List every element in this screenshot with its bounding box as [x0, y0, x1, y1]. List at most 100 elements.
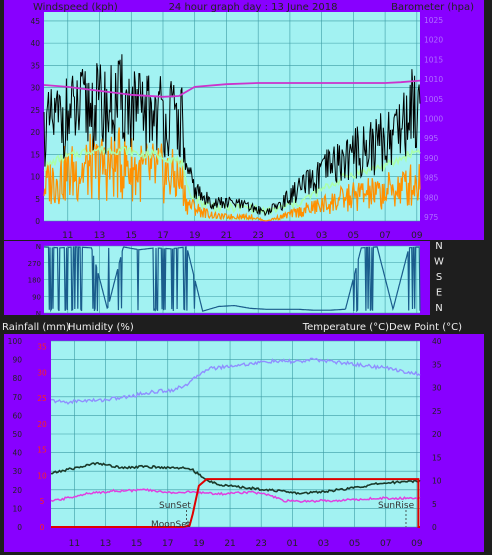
wind-average-series: [43, 127, 421, 222]
temperature-tick-label: 35: [432, 360, 442, 369]
temperature-tick-label: 25: [432, 407, 442, 416]
header-left-label: Windspeed (kph): [33, 2, 118, 13]
temperature-tick-label: 20: [432, 430, 442, 439]
top-right-tick-label: 995: [424, 134, 439, 143]
temperature-series: [51, 461, 421, 495]
barometer-series: [43, 79, 421, 98]
lower-x-tick-label: 11: [69, 539, 80, 549]
top-left-tick-label: 45: [30, 17, 40, 26]
lower-left-label-rainfall: Rainfall (mm): [2, 322, 70, 333]
wind-barometer-chart: 0510152025303540459759809859909951000100…: [4, 0, 484, 241]
wind-smoothed-series: [43, 145, 421, 216]
rainfall-tick-label: 5: [40, 497, 45, 506]
lower-x-tick-label: 19: [193, 539, 205, 549]
top-right-tick-label: 1020: [424, 36, 443, 45]
top-right-tick-label: 1025: [424, 16, 443, 25]
top-right-tick-label: 1015: [424, 55, 443, 64]
temperature-tick-label: 5: [432, 500, 437, 509]
top-left-tick-label: 15: [30, 150, 40, 159]
direction-right-tick-label: N: [435, 241, 442, 252]
direction-right-tick-label: S: [436, 272, 442, 283]
sunrise-label: SunRise: [378, 501, 415, 511]
humidity-tick-label: 70: [12, 393, 22, 402]
rainfall-tick-label: 20: [37, 420, 47, 429]
humidity-tick-label: 0: [17, 523, 22, 532]
top-right-tick-label: 1005: [424, 95, 443, 104]
top-x-tick-label: 11: [62, 231, 73, 241]
lower-x-tick-label: 07: [380, 539, 391, 549]
top-right-tick-label: 1010: [424, 75, 443, 84]
temperature-tick-label: 15: [432, 453, 442, 462]
top-x-tick-label: 03: [316, 231, 327, 241]
top-right-tick-label: 975: [424, 213, 439, 222]
top-x-tick-label: 21: [221, 231, 232, 241]
humidity-series: [50, 357, 421, 405]
humidity-tick-label: 90: [12, 356, 22, 365]
lower-x-tick-label: 01: [287, 539, 298, 549]
top-right-tick-label: 990: [424, 154, 439, 163]
top-left-tick-label: 0: [35, 217, 40, 226]
lower-x-tick-label: 03: [318, 539, 329, 549]
top-x-tick-label: 17: [157, 231, 168, 241]
wind-direction-series: [43, 246, 421, 313]
humidity-tick-label: 40: [12, 449, 22, 458]
rainfall-series: [51, 478, 420, 528]
header-right-label: Barometer (hpa): [391, 2, 474, 13]
humidity-tick-label: 100: [8, 337, 23, 346]
direction-left-tick-label: N: [36, 310, 41, 318]
sunset-label: SunSet: [159, 501, 191, 511]
direction-left-tick-label: 180: [28, 277, 41, 285]
lower-x-tick-label: 05: [349, 539, 360, 549]
top-x-tick-label: 19: [189, 231, 201, 241]
direction-right-tick-label: E: [436, 288, 442, 299]
top-left-tick-label: 30: [30, 84, 40, 93]
humidity-tick-label: 50: [12, 430, 22, 439]
lower-left-label-humidity: Humidity (%): [68, 322, 134, 333]
top-x-tick-label: 13: [94, 231, 105, 241]
top-x-tick-label: 23: [252, 231, 263, 241]
lower-x-tick-label: 21: [224, 539, 235, 549]
top-left-tick-label: 10: [30, 173, 40, 182]
lower-right-label: Temperature (°C)Dew Point (°C): [302, 322, 462, 333]
lower-x-tick-label: 23: [255, 539, 266, 549]
lower-x-tick-label: 17: [162, 539, 173, 549]
top-x-tick-label: 01: [284, 231, 295, 241]
direction-right-tick-label: N: [435, 303, 442, 314]
direction-left-tick-label: 270: [28, 260, 41, 268]
top-left-tick-label: 35: [30, 61, 40, 70]
temperature-tick-label: 30: [432, 384, 442, 393]
rainfall-tick-label: 0: [40, 523, 45, 532]
top-left-tick-label: 25: [30, 106, 40, 115]
dewpoint-series: [50, 488, 421, 504]
temperature-tick-label: 40: [432, 337, 442, 346]
temperature-tick-label: 10: [432, 477, 442, 486]
humidity-tick-label: 20: [12, 486, 22, 495]
top-right-tick-label: 985: [424, 174, 439, 183]
humidity-tick-label: 10: [12, 504, 22, 513]
top-left-tick-label: 20: [30, 128, 40, 137]
moonset-label: MoonSet: [151, 520, 191, 530]
rainfall-tick-label: 25: [37, 394, 47, 403]
direction-right-tick-label: W: [434, 257, 444, 268]
wind-gust-series: [43, 54, 421, 217]
lower-x-tick-label: 15: [131, 539, 142, 549]
top-left-tick-label: 5: [35, 195, 40, 204]
top-left-tick-label: 40: [30, 39, 40, 48]
top-x-tick-label: 15: [126, 231, 137, 241]
rainfall-tick-label: 15: [37, 446, 47, 455]
rainfall-tick-label: 30: [37, 368, 47, 377]
humidity-tick-label: 80: [12, 374, 22, 383]
humidity-tick-label: 30: [12, 467, 22, 476]
direction-left-tick-label: 90: [32, 293, 41, 301]
top-x-tick-label: 05: [348, 231, 359, 241]
direction-left-tick-label: N: [36, 243, 41, 251]
lower-x-tick-label: 13: [100, 539, 111, 549]
lower-x-tick-label: 09: [411, 539, 423, 549]
header-title: 24 hour graph day : 13 June 2018: [169, 2, 338, 13]
top-right-tick-label: 980: [424, 193, 439, 202]
temperature-humidity-chart: 0102030405060708090100051015202530350510…: [4, 334, 484, 552]
rainfall-tick-label: 35: [37, 343, 47, 352]
